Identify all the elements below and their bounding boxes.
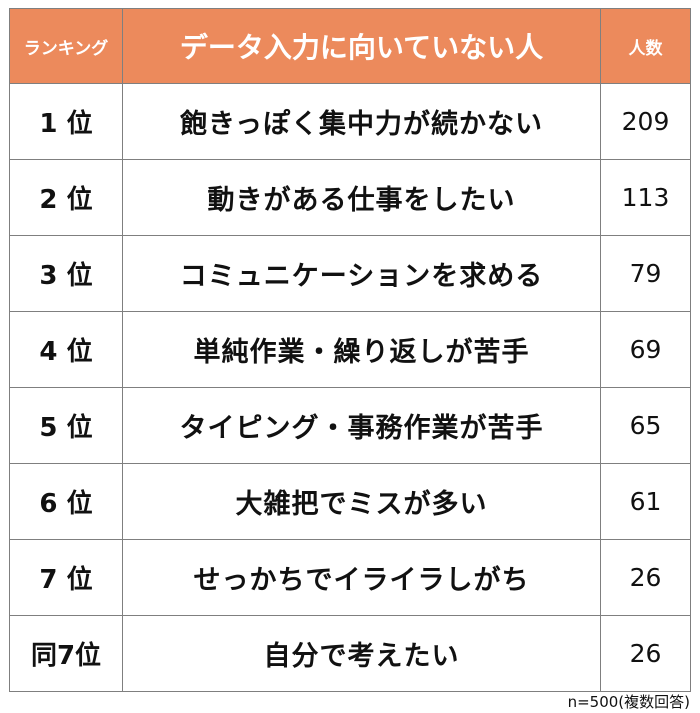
count-cell: 69 bbox=[600, 311, 691, 388]
reason-cell: タイピング・事務作業が苦手 bbox=[122, 387, 601, 464]
table-row: 5 位 タイピング・事務作業が苦手 65 bbox=[9, 387, 691, 464]
header-count: 人数 bbox=[600, 8, 691, 84]
rank-cell: 2 位 bbox=[9, 159, 123, 236]
reason-cell: 自分で考えたい bbox=[122, 615, 601, 692]
rank-cell: 同7位 bbox=[9, 615, 123, 692]
count-cell: 61 bbox=[600, 463, 691, 540]
count-cell: 113 bbox=[600, 159, 691, 236]
reason-cell: 飽きっぽく集中力が続かない bbox=[122, 83, 601, 160]
count-cell: 209 bbox=[600, 83, 691, 160]
count-cell: 65 bbox=[600, 387, 691, 464]
count-cell: 79 bbox=[600, 235, 691, 312]
header-rank: ランキング bbox=[9, 8, 123, 84]
table-row: 6 位 大雑把でミスが多い 61 bbox=[9, 463, 691, 540]
footnote: n=500(複数回答) bbox=[567, 693, 690, 711]
rank-cell: 7 位 bbox=[9, 539, 123, 616]
table-row: 4 位 単純作業・繰り返しが苦手 69 bbox=[9, 311, 691, 388]
reason-cell: 大雑把でミスが多い bbox=[122, 463, 601, 540]
table-row: 7 位 せっかちでイライラしがち 26 bbox=[9, 539, 691, 616]
ranking-table: ランキング データ入力に向いていない人 人数 1 位 飽きっぽく集中力が続かない… bbox=[9, 8, 691, 692]
header-row: ランキング データ入力に向いていない人 人数 bbox=[9, 8, 691, 84]
rank-cell: 3 位 bbox=[9, 235, 123, 312]
header-reason: データ入力に向いていない人 bbox=[122, 8, 601, 84]
count-cell: 26 bbox=[600, 615, 691, 692]
table-row: 3 位 コミュニケーションを求める 79 bbox=[9, 235, 691, 312]
rank-cell: 4 位 bbox=[9, 311, 123, 388]
count-cell: 26 bbox=[600, 539, 691, 616]
reason-cell: 動きがある仕事をしたい bbox=[122, 159, 601, 236]
reason-cell: せっかちでイライラしがち bbox=[122, 539, 601, 616]
rank-cell: 1 位 bbox=[9, 83, 123, 160]
table-row: 1 位 飽きっぽく集中力が続かない 209 bbox=[9, 83, 691, 160]
rank-cell: 5 位 bbox=[9, 387, 123, 464]
reason-cell: 単純作業・繰り返しが苦手 bbox=[122, 311, 601, 388]
rank-cell: 6 位 bbox=[9, 463, 123, 540]
table-row: 2 位 動きがある仕事をしたい 113 bbox=[9, 159, 691, 236]
reason-cell: コミュニケーションを求める bbox=[122, 235, 601, 312]
table-row: 同7位 自分で考えたい 26 bbox=[9, 615, 691, 692]
